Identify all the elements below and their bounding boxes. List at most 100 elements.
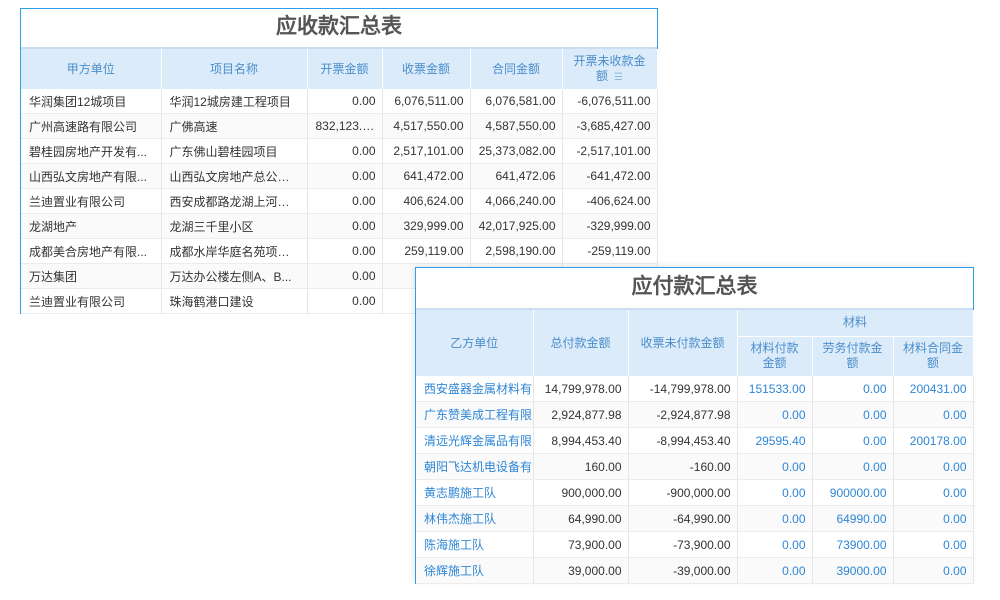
vendor-link[interactable]: 清远光辉金属品有限公司 (416, 427, 534, 454)
table-cell: -641,472.00 (562, 163, 658, 189)
table-cell: 151533.00 (737, 376, 813, 402)
column-header[interactable]: 项目名称 (161, 49, 308, 89)
table-cell: -39,000.00 (628, 557, 738, 584)
table-row[interactable]: 广州高速路有限公司 广佛高速 832,123.00 4,517,550.00 4,587… (21, 113, 658, 139)
table-cell: 成都水岸华庭名苑项目... (161, 238, 308, 264)
table-row[interactable]: 陈海施工队 73,900.00 -73,900.00 0.00 73900.00 0.00 (416, 531, 974, 558)
table-cell: 广佛高速 (161, 113, 308, 139)
vendor-link[interactable]: 黄志鹏施工队 (416, 479, 534, 506)
table-cell: -8,994,453.40 (628, 427, 738, 454)
table-cell: 14,799,978.00 (533, 376, 629, 402)
table-row[interactable]: 林伟杰施工队 64,990.00 -64,990.00 0.00 64990.00 0.0… (416, 505, 974, 532)
vendor-link[interactable]: 林伟杰施工队 (416, 505, 534, 532)
table-cell: 4,587,550.00 (470, 113, 563, 139)
table-row[interactable]: 龙湖地产 龙湖三千里小区 0.00 329,999.00 42,017,925.00 -3… (21, 213, 658, 239)
payable-summary-panel: 应付款汇总表 乙方单位 总付款金额 收票未付款金额 材料 材料付款金额 劳务付款… (415, 267, 974, 584)
table-cell: 珠海鹤港口建设 (161, 288, 308, 314)
table-cell: 龙湖地产 (21, 213, 162, 239)
table-cell: 641,472.00 (382, 163, 471, 189)
table-cell: 华润12城房建工程项目 (161, 89, 308, 114)
table-row[interactable]: 朝阳飞达机电设备有限公司160.00-160.000.000.000.00 (416, 453, 974, 480)
column-header-label: 项目名称 (209, 61, 258, 76)
table-cell: -2,924,877.98 (628, 401, 738, 428)
table-cell: 0.00 (737, 453, 813, 480)
vendor-link[interactable]: 朝阳飞达机电设备有限公司 (416, 453, 534, 480)
table-row[interactable]: 碧桂园房地产开发有... 广东佛山碧桂园项目 0.00 2,517,101.00 25,… (21, 138, 658, 164)
table-cell: 8,994,453.40 (533, 427, 629, 454)
table-row[interactable]: 西安盛器金属材料有限公司14,799,978.00-14,799,978.001… (416, 376, 974, 402)
table-cell: 0.00 (737, 401, 813, 428)
table-cell: 0.00 (893, 479, 974, 506)
column-header[interactable]: 乙方单位 (416, 310, 534, 376)
table-cell: -64,990.00 (628, 505, 738, 532)
vendor-link[interactable]: 西安盛器金属材料有限公司 (416, 376, 534, 402)
table-cell: 0.00 (307, 238, 383, 264)
table-cell: 329,999.00 (382, 213, 471, 239)
table-cell: 万达集团 (21, 263, 162, 289)
table-cell: 200178.00 (893, 427, 974, 454)
table-cell: -406,624.00 (562, 188, 658, 214)
column-header-label: 开票金额 (320, 61, 369, 76)
table-cell: 259,119.00 (382, 238, 471, 264)
table-cell: 2,598,190.00 (470, 238, 563, 264)
table-cell: 0.00 (737, 531, 813, 558)
vendor-link[interactable]: 徐辉施工队 (416, 557, 534, 584)
table-cell: 华润集团12城项目 (21, 89, 162, 114)
table-row[interactable]: 清远光辉金属品有限公司8,994,453.40-8,994,453.402959… (416, 427, 974, 454)
column-header-label: 开票未收款金额 (573, 53, 646, 83)
table-cell: 832,123.00 (307, 113, 383, 139)
table-cell: 900,000.00 (533, 479, 629, 506)
sort-icon[interactable]: ☰ (614, 71, 623, 83)
table-cell: 西安成都路龙湖上河城... (161, 188, 308, 214)
payable-title: 应付款汇总表 (416, 268, 973, 310)
table-cell: 兰迪置业有限公司 (21, 188, 162, 214)
table-cell: 6,076,581.00 (470, 89, 563, 114)
vendor-link[interactable]: 广东赞美成工程有限公司 (416, 401, 534, 428)
table-cell: 0.00 (307, 263, 383, 289)
column-header[interactable]: 甲方单位 (21, 49, 162, 89)
table-cell: 406,624.00 (382, 188, 471, 214)
table-cell: -73,900.00 (628, 531, 738, 558)
table-row[interactable]: 广东赞美成工程有限公司2,924,877.98-2,924,877.980.00… (416, 401, 974, 428)
table-row[interactable]: 兰迪置业有限公司 西安成都路龙湖上河城... 0.00 406,624.00 4,066… (21, 188, 658, 214)
column-header[interactable]: 劳务付款金额 (812, 336, 894, 376)
table-row[interactable]: 华润集团12城项目 华润12城房建工程项目 0.00 6,076,511.00 6,07… (21, 89, 658, 114)
table-cell: 0.00 (307, 89, 383, 114)
table-cell: 0.00 (737, 479, 813, 506)
column-header-label: 合同金额 (491, 61, 540, 76)
table-cell: 0.00 (812, 376, 894, 402)
column-header[interactable]: 材料合同金额 (893, 336, 974, 376)
receivable-summary-panel: 应收款汇总表 甲方单位 项目名称 开票金额 收票金额 合同金额 开票未收款金额 ☰ 华润集团… (20, 8, 658, 314)
column-header[interactable]: 材料付款金额 (737, 336, 813, 376)
table-row[interactable]: 成都美合房地产有限... 成都水岸华庭名苑项目... 0.00 259,119.00 2… (21, 238, 658, 264)
table-cell: -329,999.00 (562, 213, 658, 239)
table-cell: 龙湖三千里小区 (161, 213, 308, 239)
table-cell: 0.00 (307, 288, 383, 314)
column-header[interactable]: 合同金额 (470, 49, 563, 89)
table-row[interactable]: 徐辉施工队 39,000.00 -39,000.00 0.00 39000.00 0.00 (416, 557, 974, 584)
table-cell: 碧桂园房地产开发有... (21, 138, 162, 164)
column-header[interactable]: 总付款金额 (533, 310, 629, 376)
column-header[interactable]: 开票未收款金额 ☰ (562, 49, 658, 89)
table-cell: 0.00 (307, 188, 383, 214)
column-header[interactable]: 收票金额 (382, 49, 471, 89)
table-row[interactable]: 山西弘文房地产有限... 山西弘文房地产总公司... 0.00 641,472.00 6… (21, 163, 658, 189)
table-row[interactable]: 黄志鹏施工队 900,000.00 -900,000.00 0.00 900000.00… (416, 479, 974, 506)
table-cell: 广州高速路有限公司 (21, 113, 162, 139)
table-cell: 山西弘文房地产总公司... (161, 163, 308, 189)
table-cell: 2,924,877.98 (533, 401, 629, 428)
table-cell: 0.00 (893, 557, 974, 584)
table-cell: 900000.00 (812, 479, 894, 506)
table-cell: -6,076,511.00 (562, 89, 658, 114)
table-cell: 73900.00 (812, 531, 894, 558)
table-cell: 0.00 (307, 163, 383, 189)
table-cell: -900,000.00 (628, 479, 738, 506)
table-cell: 25,373,082.00 (470, 138, 563, 164)
table-cell: 0.00 (307, 213, 383, 239)
table-cell: 兰迪置业有限公司 (21, 288, 162, 314)
table-cell: 200431.00 (893, 376, 974, 402)
column-header[interactable]: 开票金额 (307, 49, 383, 89)
vendor-link[interactable]: 陈海施工队 (416, 531, 534, 558)
column-header[interactable]: 收票未付款金额 (628, 310, 738, 376)
table-cell: 0.00 (893, 505, 974, 532)
